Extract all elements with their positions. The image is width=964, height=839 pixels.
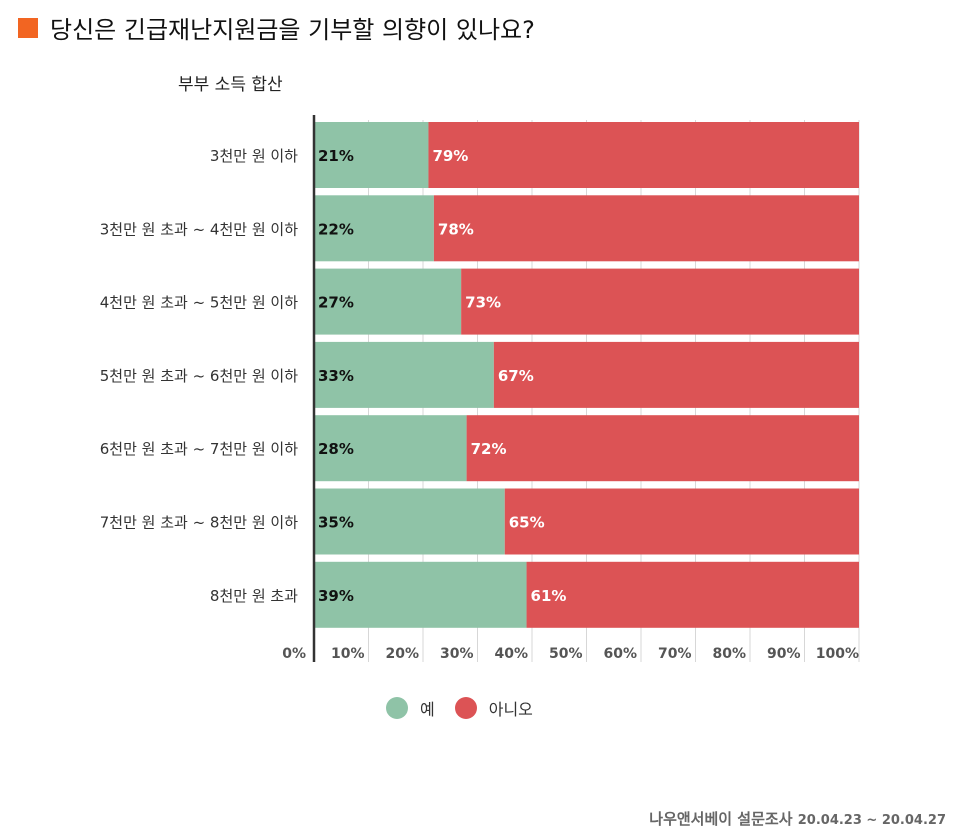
data-label-no: 78% [438,220,474,238]
legend-swatch-yes [386,697,408,719]
x-tick-label: 20% [385,646,419,662]
x-tick-label: 0% [282,646,306,662]
source-name: 나우앤서베이 설문조사 [649,810,793,828]
bar-no [433,195,859,262]
bar-yes [314,561,527,628]
bar-yes [314,415,467,482]
data-label-yes: 21% [318,147,354,165]
x-tick-label: 100% [816,646,859,662]
data-label-yes: 28% [318,440,354,458]
category-label: 8천만 원 초과 [210,587,298,605]
x-tick-label: 50% [549,646,583,662]
data-label-yes: 33% [318,367,354,385]
data-label-yes: 35% [318,514,354,532]
category-label: 3천만 원 이하 [210,147,298,165]
x-tick-label: 10% [331,646,365,662]
data-label-no: 73% [465,294,501,312]
legend-item-no: 아니오 [454,696,533,720]
title-row: 당신은 긴급재난지원금을 기부할 의향이 있나요? [18,10,535,45]
data-label-yes: 39% [318,587,354,605]
x-tick-label: 70% [658,646,692,662]
data-label-yes: 27% [318,294,354,312]
data-label-no: 61% [531,587,567,605]
x-tick-label: 40% [494,646,528,662]
bar-chart: 21% 79% 3천만 원 이하 22% 78% 3천만 원 초과 ~ 4천만 원 이하 2… [100,115,860,662]
bar-no [526,561,859,628]
data-label-yes: 22% [318,220,354,238]
data-label-no: 72% [471,440,507,458]
legend-item-yes: 예 [386,696,435,720]
category-label: 7천만 원 초과 ~ 8천만 원 이하 [100,514,298,532]
data-label-no: 65% [509,514,545,532]
category-label: 5천만 원 초과 ~ 6천만 원 이하 [100,367,298,385]
bar-no [428,122,859,188]
legend-label-no: 아니오 [488,700,533,719]
bar-yes [314,488,505,555]
bar-yes [314,122,429,188]
legend-label-yes: 예 [420,700,435,719]
x-tick-label: 60% [603,646,637,662]
x-tick-label: 30% [440,646,474,662]
legend: 예 아니오 [386,696,553,720]
bar-yes [314,268,462,335]
bar-no [493,341,859,408]
x-tick-label: 80% [712,646,746,662]
bar-no [504,488,859,555]
data-label-no: 67% [498,367,534,385]
chart-subtitle: 부부 소득 합산 [178,75,283,95]
category-label: 3천만 원 초과 ~ 4천만 원 이하 [100,220,298,238]
category-label: 6천만 원 초과 ~ 7천만 원 이하 [100,440,298,458]
data-label-no: 79% [432,147,468,165]
legend-swatch-no [454,697,477,719]
x-tick-label: 90% [767,646,801,662]
category-label: 4천만 원 초과 ~ 5천만 원 이하 [100,294,298,312]
bar-yes [314,195,434,262]
bar-no [461,268,859,335]
title-marker-icon [18,17,38,38]
bar-no [466,415,859,482]
source-dates: 20.04.23 ~ 20.04.27 [797,813,946,828]
chart-title: 당신은 긴급재난지원금을 기부할 의향이 있나요? [50,16,535,44]
bar-yes [314,341,494,408]
source-note: 나우앤서베이 설문조사 20.04.23 ~ 20.04.27 [649,808,946,829]
